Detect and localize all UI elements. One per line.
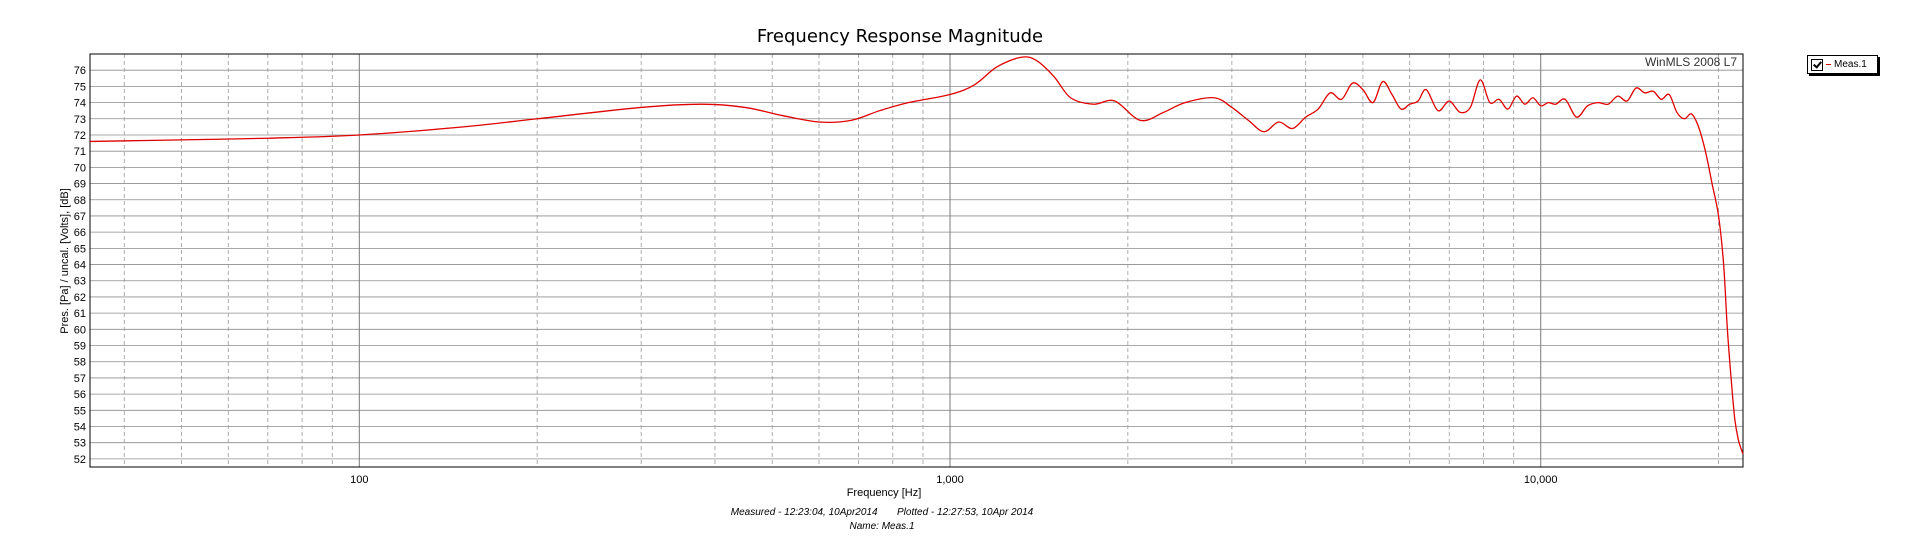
x-tick-label: 10,000 bbox=[1524, 474, 1558, 486]
y-tick-label: 68 bbox=[74, 195, 86, 207]
watermark-label: WinMLS 2008 L7 bbox=[1645, 55, 1737, 69]
x-axis-label: Frequency [Hz] bbox=[847, 487, 922, 499]
y-tick-label: 76 bbox=[74, 65, 86, 77]
y-tick-labels: 52 53 54 55 56 57 58 59 60 61 62 63 64 65 66 67 68 69 70 71… bbox=[74, 65, 86, 466]
y-tick-label: 73 bbox=[74, 114, 86, 126]
y-tick-label: 74 bbox=[74, 98, 86, 110]
legend-checkbox[interactable] bbox=[1811, 58, 1823, 71]
x-tick-label: 1,000 bbox=[936, 474, 964, 486]
y-tick-label: 60 bbox=[74, 324, 86, 336]
y-tick-label: 54 bbox=[74, 422, 86, 434]
legend-line-swatch bbox=[1826, 64, 1831, 65]
series-line-meas-1 bbox=[89, 56, 1744, 455]
x-tick-label: 100 bbox=[350, 474, 368, 486]
y-tick-label: 57 bbox=[74, 373, 86, 385]
y-tick-label: 62 bbox=[74, 292, 86, 304]
y-tick-label: 52 bbox=[74, 454, 86, 466]
x-tick-labels: 100 1,000 10,000 bbox=[350, 474, 1557, 486]
y-tick-label: 70 bbox=[74, 162, 86, 174]
measurement-timestamp: Measured - 12:23:04, 10Apr2014 Plotted -… bbox=[731, 507, 1034, 518]
y-tick-label: 65 bbox=[74, 243, 86, 255]
chart-title: Frequency Response Magnitude bbox=[757, 26, 1043, 47]
y-tick-label: 75 bbox=[74, 81, 86, 93]
y-tick-label: 55 bbox=[74, 405, 86, 417]
grid bbox=[90, 54, 1743, 467]
legend: Meas.1 bbox=[1807, 55, 1878, 74]
y-tick-label: 71 bbox=[74, 146, 86, 158]
y-tick-label: 58 bbox=[74, 357, 86, 369]
measurement-name: Name: Meas.1 bbox=[849, 521, 914, 532]
y-tick-label: 56 bbox=[74, 389, 86, 401]
y-tick-label: 66 bbox=[74, 227, 86, 239]
y-tick-label: 61 bbox=[74, 308, 86, 320]
y-tick-label: 67 bbox=[74, 211, 86, 223]
y-tick-label: 64 bbox=[74, 260, 86, 272]
series-layer bbox=[89, 56, 1744, 455]
y-tick-label: 53 bbox=[74, 438, 86, 450]
y-tick-label: 59 bbox=[74, 341, 86, 353]
y-tick-label: 72 bbox=[74, 130, 86, 142]
y-tick-label: 69 bbox=[74, 179, 86, 191]
y-tick-label: 63 bbox=[74, 276, 86, 288]
legend-label: Meas.1 bbox=[1834, 59, 1867, 70]
y-axis-label: Pres. [Pa] / uncal. [Volts], [dB] bbox=[59, 188, 71, 334]
plot-area bbox=[89, 53, 1744, 468]
